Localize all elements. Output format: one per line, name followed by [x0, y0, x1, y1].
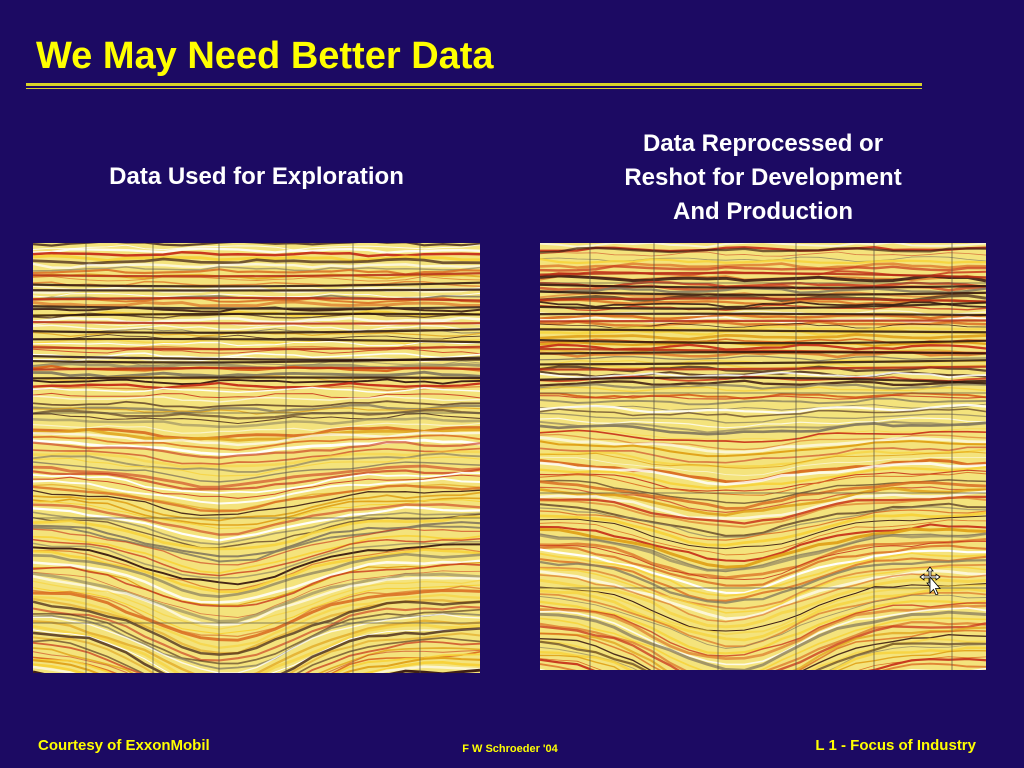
development-seismic-image [540, 243, 986, 670]
slide-title: We May Need Better Data [36, 35, 494, 77]
footer-section: L 1 - Focus of Industry [815, 737, 976, 754]
exploration-seismic-image [33, 243, 480, 673]
title-underline-thin [26, 88, 922, 89]
footer-author: F W Schroeder '04 [462, 743, 558, 755]
right-caption-line: And Production [673, 198, 853, 225]
right-caption-line: Reshot for Development [624, 164, 902, 191]
right-panel-caption: Data Reprocessed or Reshot for Developme… [540, 127, 986, 229]
right-caption-line: Data Reprocessed or [642, 130, 884, 157]
move-cursor-icon [919, 566, 941, 595]
seismic-section-image [33, 243, 480, 673]
title-underline [26, 83, 922, 86]
footer-credit: Courtesy of ExxonMobil [38, 737, 210, 754]
left-panel-caption: Data Used for Exploration [109, 163, 404, 190]
seismic-section-image [540, 243, 986, 670]
